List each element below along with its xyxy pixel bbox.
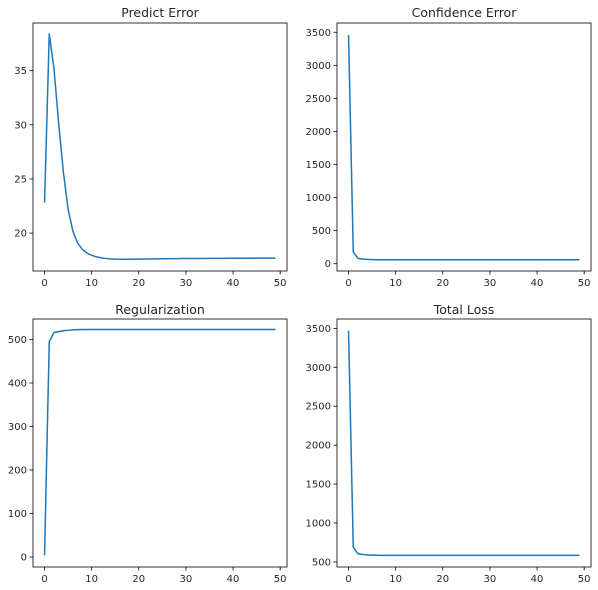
- subplot-title: Total Loss: [433, 302, 495, 317]
- y-tick-label: 1000: [306, 519, 331, 530]
- x-tick-label: 0: [345, 278, 351, 289]
- x-tick-label: 20: [436, 574, 449, 585]
- x-tick-label: 10: [85, 278, 98, 289]
- x-tick-label: 50: [578, 574, 591, 585]
- x-tick-label: 30: [484, 574, 497, 585]
- y-tick-label: 0: [21, 552, 27, 563]
- y-tick-label: 3500: [306, 324, 331, 335]
- x-tick-label: 10: [389, 278, 402, 289]
- series-line: [43, 33, 276, 260]
- x-tick-label: 50: [274, 574, 287, 585]
- y-tick-label: 1500: [306, 160, 331, 171]
- subplot-confidence-error: Confidence Error 0 10 20 30 40 50050010001500…: [306, 5, 592, 289]
- subplot-total-loss: Total Loss 0 10 20 30 40 50 500 1000 1500 2000 250…: [306, 302, 592, 585]
- axes-frame: [336, 318, 592, 568]
- y-tick-label: 3000: [306, 61, 331, 72]
- series-line: [347, 34, 580, 261]
- y-tick-label: 25: [14, 174, 27, 185]
- y-tick-label: 3500: [306, 28, 331, 39]
- x-tick-label: 30: [484, 278, 497, 289]
- x-tick-label: 0: [345, 574, 351, 585]
- axes-frame: [336, 22, 592, 272]
- x-tick-label: 0: [41, 278, 47, 289]
- x-tick-label: 40: [227, 278, 240, 289]
- x-tick-label: 0: [41, 574, 47, 585]
- x-tick-label: 10: [85, 574, 98, 585]
- series-line: [43, 328, 276, 556]
- y-tick-label: 2000: [306, 441, 331, 452]
- y-tick-label: 2500: [306, 402, 331, 413]
- y-tick-label: 1500: [306, 480, 331, 491]
- x-tick-label: 10: [389, 574, 402, 585]
- subplot-predict-error: Predict Error 0 10 20 30 40 50 20 25 30 35: [14, 5, 288, 289]
- y-tick-label: 3000: [306, 363, 331, 374]
- x-tick-label: 40: [531, 574, 544, 585]
- y-tick-label: 2000: [306, 127, 331, 138]
- x-tick-label: 30: [180, 574, 193, 585]
- y-tick-label: 500: [312, 226, 331, 237]
- series-line: [347, 330, 580, 557]
- x-tick-label: 30: [180, 278, 193, 289]
- x-tick-label: 50: [578, 278, 591, 289]
- subplot-title: Predict Error: [121, 5, 199, 20]
- y-tick-label: 2500: [306, 94, 331, 105]
- y-tick-label: 20: [14, 229, 27, 240]
- y-tick-label: 300: [8, 422, 27, 433]
- subplot-regularization: Regularization 0 10 20 30 40 5001002003004005…: [8, 302, 288, 585]
- subplot-title: Confidence Error: [412, 5, 518, 20]
- x-tick-label: 20: [132, 278, 145, 289]
- y-tick-label: 500: [8, 335, 27, 346]
- x-tick-label: 20: [132, 574, 145, 585]
- x-tick-label: 40: [531, 278, 544, 289]
- y-tick-label: 30: [14, 120, 27, 131]
- axes-frame: [32, 318, 288, 568]
- subplot-title: Regularization: [115, 302, 205, 317]
- y-tick-label: 400: [8, 378, 27, 389]
- y-tick-label: 500: [312, 557, 331, 568]
- y-tick-label: 0: [325, 259, 331, 270]
- y-tick-label: 100: [8, 509, 27, 520]
- y-tick-label: 35: [14, 66, 27, 77]
- x-tick-label: 20: [436, 278, 449, 289]
- axes-frame: [32, 22, 288, 272]
- y-tick-label: 200: [8, 465, 27, 476]
- x-tick-label: 50: [274, 278, 287, 289]
- x-tick-label: 40: [227, 574, 240, 585]
- y-tick-label: 1000: [306, 193, 331, 204]
